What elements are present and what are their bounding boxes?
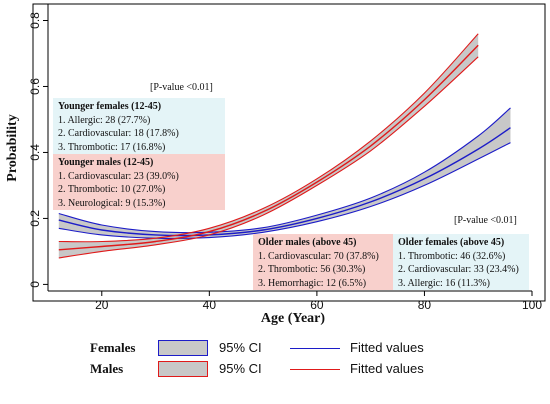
box-line: 3. Neurological: 9 (15.3%): [58, 197, 166, 209]
y-tick-label: 0.2: [28, 210, 42, 227]
p-value-annotation-younger: [P-value <0.01]: [150, 82, 213, 93]
x-tick-label: 60: [310, 298, 324, 312]
ci-lower-line-males: [58, 56, 479, 259]
box-title: Older females (above 45): [398, 237, 505, 248]
y-tick-label: 0.4: [28, 144, 42, 161]
older-females-box: Older females (above 45) 1. Thrombotic: …: [393, 234, 529, 290]
younger-males-box: Younger males (12-45) 1. Cardiovascular:…: [53, 154, 225, 210]
ci-upper-line-females: [58, 107, 511, 234]
legend-ci-swatch-males: [158, 361, 208, 377]
legend-line-swatch-males: [290, 369, 340, 370]
box-line: 1. Allergic: 28 (27.7%): [58, 114, 151, 126]
ci-lower-line-females: [58, 142, 511, 240]
legend-ci-label-females: 95% CI: [219, 340, 262, 355]
legend-ci-label-males: 95% CI: [219, 361, 262, 376]
legend-ci-swatch-females: [158, 340, 208, 356]
older-males-box: Older males (above 45) 1. Cardiovascular…: [253, 234, 393, 290]
box-line: 2. Cardiovascular: 18 (17.8%): [58, 128, 179, 139]
box-title: Older males (above 45): [258, 237, 357, 248]
y-ticks: 0 0.2 0.4 0.6 0.8: [28, 12, 48, 288]
box-line: 3. Allergic: 16 (11.3%): [398, 277, 490, 289]
y-tick-label: 0.6: [28, 78, 42, 95]
fitted-lines: [58, 33, 511, 259]
legend-label-females: Females: [90, 340, 136, 355]
y-tick-label: 0.8: [28, 12, 42, 29]
legend-fit-label-females: Fitted values: [350, 340, 424, 355]
fitted-line-females: [58, 127, 511, 237]
y-axis-label: Probability: [5, 114, 20, 181]
box-line: 1. Cardiovascular: 70 (37.8%): [258, 250, 379, 262]
box-title: Younger males (12-45): [58, 157, 154, 168]
box-line: 1. Thrombotic: 46 (32.6%): [398, 250, 506, 262]
p-value-annotation-older: [P-value <0.01]: [454, 215, 517, 226]
axes: [47, 4, 532, 292]
plot-frame: [32, 3, 546, 302]
ci-upper-line-males: [58, 33, 479, 243]
box-line: 1. Cardiovascular: 23 (39.0%): [58, 170, 179, 182]
x-ticks: 20 40 60 80 100: [95, 291, 542, 312]
x-tick-label: 20: [95, 298, 109, 312]
box-title: Younger females (12-45): [58, 101, 162, 112]
legend-fit-label-males: Fitted values: [350, 361, 424, 376]
x-tick-label: 100: [522, 298, 542, 312]
box-line: 2. Thrombotic: 10 (27.0%): [58, 184, 166, 195]
legend-label-males: Males: [90, 361, 124, 376]
box-line: 3. Hemorrhagic: 12 (6.5%): [258, 277, 367, 289]
box-line: 2. Cardiovascular: 33 (23.4%): [398, 264, 519, 275]
x-tick-label: 80: [418, 298, 432, 312]
fitted-line-males: [58, 44, 479, 251]
younger-females-box: Younger females (12-45) 1. Allergic: 28 …: [53, 98, 225, 154]
x-axis-label: Age (Year): [261, 311, 325, 326]
y-tick-label: 0: [28, 281, 42, 288]
x-tick-label: 40: [203, 298, 217, 312]
legend-line-swatch-females: [290, 348, 340, 349]
box-line: 2. Thrombotic: 56 (30.3%): [258, 264, 366, 275]
box-line: 3. Thrombotic: 17 (16.8%): [58, 141, 166, 153]
